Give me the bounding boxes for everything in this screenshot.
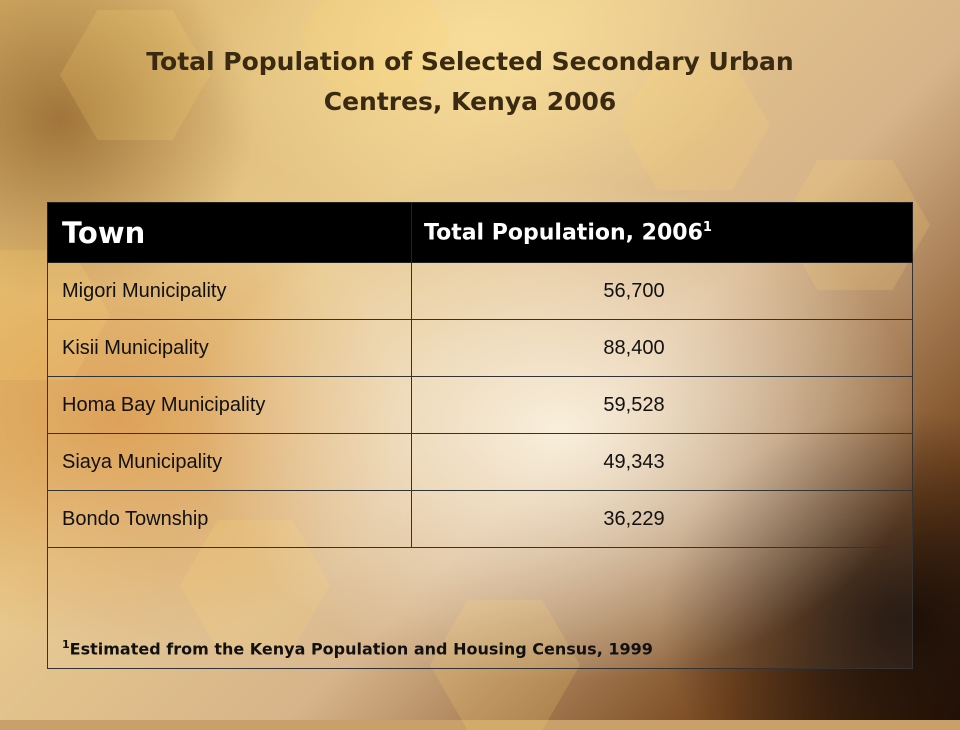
header-population-label: Total Population, 2006 xyxy=(424,220,703,246)
town-cell: Siaya Municipality xyxy=(47,433,412,491)
footnote-row: 1Estimated from the Kenya Population and… xyxy=(47,547,913,669)
population-cell: 59,528 xyxy=(411,376,913,434)
footnote-text: Estimated from the Kenya Population and … xyxy=(69,639,653,658)
population-cell: 49,343 xyxy=(411,433,913,491)
footnote-marker: 1 xyxy=(62,637,70,651)
header-town: Town xyxy=(47,202,412,263)
town-cell: Homa Bay Municipality xyxy=(47,376,412,434)
table-row: Kisii Municipality 88,400 xyxy=(47,319,913,377)
header-population: Total Population, 20061 xyxy=(411,202,913,263)
slide-title-line-1: Total Population of Selected Secondary U… xyxy=(146,47,794,76)
table-row: Bondo Township 36,229 xyxy=(47,490,913,548)
town-cell: Bondo Township xyxy=(47,490,412,548)
population-cell: 56,700 xyxy=(411,262,913,320)
table-row: Siaya Municipality 49,343 xyxy=(47,433,913,491)
population-table: Town Total Population, 20061 Migori Muni… xyxy=(47,202,913,669)
slide-title-line-2: Centres, Kenya 2006 xyxy=(323,87,617,116)
slide-title: Total Population of Selected Secondary U… xyxy=(40,42,900,122)
header-footnote-marker: 1 xyxy=(702,219,712,235)
town-cell: Kisii Municipality xyxy=(47,319,412,377)
population-cell: 36,229 xyxy=(411,490,913,548)
table-header-row: Town Total Population, 20061 xyxy=(47,202,913,263)
table-row: Migori Municipality 56,700 xyxy=(47,262,913,320)
table-row: Homa Bay Municipality 59,528 xyxy=(47,376,913,434)
town-cell: Migori Municipality xyxy=(47,262,412,320)
footnote-cell: 1Estimated from the Kenya Population and… xyxy=(47,547,913,669)
population-cell: 88,400 xyxy=(411,319,913,377)
